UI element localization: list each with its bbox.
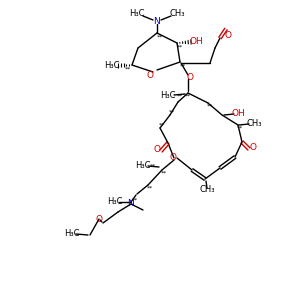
Text: N: N [128,200,134,208]
Text: **: ** [132,197,138,202]
Text: **: ** [147,185,153,190]
Text: CH₃: CH₃ [246,118,262,127]
Text: H₃C: H₃C [104,61,120,70]
Text: OH: OH [231,109,245,118]
Text: **: ** [185,94,191,98]
Text: O: O [250,142,256,152]
Text: OH: OH [189,38,203,46]
Text: **: ** [157,34,163,40]
Text: O: O [187,74,194,82]
Text: **: ** [177,94,183,98]
Text: H₃C: H₃C [107,197,123,206]
Text: **: ** [161,170,167,175]
Text: **: ** [150,164,156,169]
Text: O: O [95,214,103,224]
Text: CH₃: CH₃ [199,185,215,194]
Text: O: O [146,71,154,80]
Text: H₃C: H₃C [135,160,151,169]
Text: O: O [169,154,176,163]
Text: CH₃: CH₃ [169,10,185,19]
Text: O: O [224,31,232,40]
Text: H₃C: H₃C [64,229,80,238]
Text: **: ** [177,44,183,50]
Text: **: ** [159,122,165,128]
Text: O: O [154,146,160,154]
Text: **: ** [125,67,131,71]
Text: **: ** [180,64,186,68]
Text: **: ** [237,125,243,130]
Text: H₃C: H₃C [160,91,176,100]
Text: **: ** [169,110,175,115]
Text: N: N [154,16,160,26]
Text: H₃C: H₃C [129,10,145,19]
Text: **: ** [207,103,213,109]
